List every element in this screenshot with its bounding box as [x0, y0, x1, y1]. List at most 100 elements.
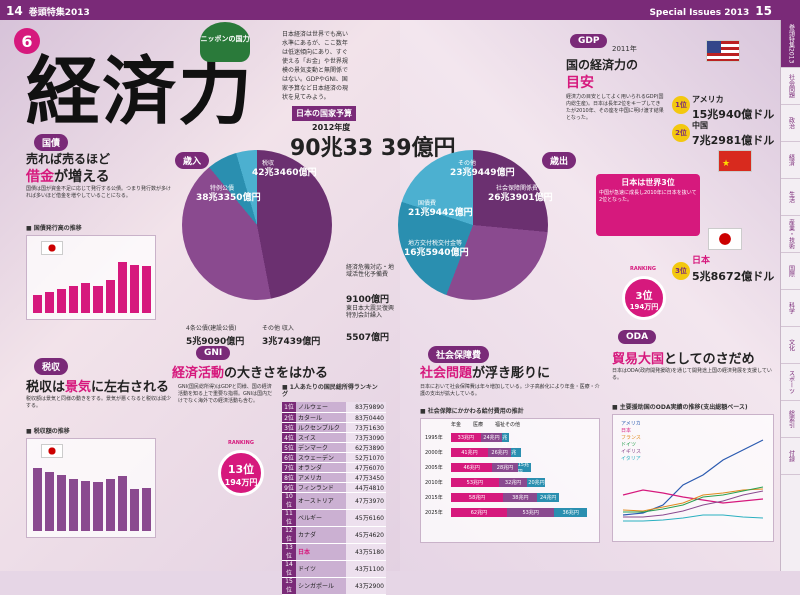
- ranking-country: スイス: [296, 432, 346, 443]
- ranking-value: 52万1070: [346, 452, 386, 463]
- social-segment: 53兆円: [451, 478, 499, 487]
- debt-value: 21兆9442億円: [408, 208, 473, 218]
- section-title-right: Special Issues 2013: [649, 8, 750, 18]
- legend-item: フランス: [621, 435, 641, 441]
- bonds-headline: 売れば売るほど: [26, 150, 110, 167]
- tax-chart-title: ■ 税収額の推移: [26, 428, 70, 435]
- rank-2-value: 7兆2981億ドル: [692, 134, 775, 147]
- page-number-right: 15: [755, 4, 772, 18]
- chapter-tab[interactable]: 総索引: [781, 401, 800, 438]
- callout-body: 中国が急速に成長し2010年に日本を抜いて2位となった。: [599, 190, 697, 203]
- chapter-tab[interactable]: 経済: [781, 142, 800, 179]
- bonds-badge: 国債: [34, 134, 69, 151]
- chapter-tab[interactable]: 生活: [781, 179, 800, 216]
- section-number: 6: [14, 28, 40, 54]
- ranking-row: 3位 ルクセンブルク 73万1630: [282, 422, 386, 433]
- social-legend: 年金 医療 福祉その他: [451, 421, 520, 428]
- bonds-headline-emph: 借金: [26, 169, 54, 185]
- chapter-index: 巻頭特集2013 社会問題 政治 経済 生活 産業・技術 国際 科学 文化 スポ…: [780, 20, 800, 571]
- ranking-country: オランダ: [296, 462, 346, 473]
- ranking-country: オーストリア: [296, 492, 346, 510]
- chapter-tab[interactable]: 産業・技術: [781, 216, 800, 253]
- rank-2-country: 中国: [692, 121, 708, 130]
- gni-headline-2: の大きさをはかる: [224, 366, 329, 381]
- ranking-value: 47万3970: [346, 492, 386, 510]
- social-row: 1995年 33兆円 24兆円 8兆円: [425, 428, 595, 448]
- social-row: 2000年 41兆円 26兆円 11兆円: [425, 443, 595, 463]
- construction-bond-value: 5兆9090億円: [186, 337, 245, 347]
- china-flag-icon: ★: [718, 150, 752, 172]
- legend-item: 日本: [621, 428, 632, 434]
- social-segment: 36兆円: [554, 508, 587, 517]
- usa-flag-icon: [706, 40, 740, 62]
- social-segment: 24兆円: [480, 433, 503, 442]
- chapter-tab[interactable]: 巻頭特集2013: [781, 20, 800, 68]
- other-revenue-label: その他 収入: [262, 325, 294, 332]
- social-headline: 社会問題が浮き彫りに: [420, 362, 550, 381]
- oda-chart: アメリカ 日本 フランス ドイツ イギリス イタリア: [612, 414, 774, 542]
- chapter-tab[interactable]: 科学: [781, 290, 800, 327]
- ranking-row: 15位 シンガポール 43万2900: [282, 577, 386, 595]
- ranking-country: ルクセンブルク: [296, 422, 346, 433]
- oda-headline: 貿易大国としてのさだめ: [612, 348, 755, 367]
- social-bar: 33兆円 24兆円 8兆円: [451, 428, 510, 448]
- rank-1-medal: 1位: [672, 96, 690, 114]
- social-segment: 33兆円: [451, 433, 481, 442]
- social-segment: 32兆円: [498, 478, 528, 487]
- ranking-row: 9位 フィンランド 44万4810: [282, 482, 386, 493]
- social-segment: 20兆円: [527, 478, 546, 487]
- intro-text: 日本経済は世界でも高い水準にあるが、ここ数年は低迷傾向にあり、すぐ使える「お金」…: [282, 31, 349, 101]
- construction-bond-label: 4条公債(建設公債): [186, 325, 237, 332]
- legend-item: 年金: [451, 422, 462, 428]
- ranking-position: 15位: [282, 577, 296, 595]
- chapter-tab[interactable]: 社会問題: [781, 68, 800, 105]
- chapter-tab[interactable]: 国際: [781, 253, 800, 290]
- japan-flag-icon: [41, 444, 63, 458]
- chapter-tab[interactable]: 付録: [781, 438, 800, 475]
- social-exp-value: 26兆3901億円: [488, 193, 553, 203]
- tax-value: 42兆3460億円: [252, 168, 317, 178]
- tax-chart: [26, 438, 156, 538]
- ranking-row: 10位 オーストリア 47万3970: [282, 492, 386, 510]
- special-bond-label: 特例公債: [210, 185, 235, 192]
- ranking-row: 11位 ベルギー 45万6160: [282, 509, 386, 527]
- legend-item: 福祉その他: [495, 422, 521, 428]
- social-badge: 社会保障費: [428, 346, 490, 363]
- social-segment: 8兆円: [502, 428, 510, 448]
- social-rows: 1995年 33兆円 24兆円 8兆円 2000年 41兆円 26兆円 11兆円 2005年 46…: [425, 428, 595, 517]
- reserve-value: 9100億円: [346, 295, 390, 305]
- chapter-tab[interactable]: スポーツ: [781, 364, 800, 401]
- social-row: 2015年 58兆円 38兆円 24兆円: [425, 493, 595, 502]
- ranking-value: 62万3890: [346, 442, 386, 453]
- gni-ranking-table: 1位 ノルウェー 83万9890 2位 カタール 83万0440 3位 ルクセンブルク 73万1…: [282, 402, 386, 595]
- social-segment: 62兆円: [451, 508, 507, 517]
- section-title-left: 巻頭特集2013: [28, 8, 90, 18]
- tax-headline-emph: 景気: [65, 380, 92, 395]
- social-body: 日本において社会保障費は年々増加している。少子高齢化により年金・医療・介護の支出…: [420, 384, 600, 397]
- chapter-tab[interactable]: 政治: [781, 105, 800, 142]
- tax-headline-3: に左右される: [91, 380, 170, 395]
- social-bar: 62兆円 53兆円 36兆円: [451, 508, 587, 517]
- gni-rank-badge: 13位 194万円: [218, 450, 264, 496]
- ranking-position: 7位: [282, 462, 296, 473]
- social-segment: 53兆円: [506, 508, 555, 517]
- rank-1-country: アメリカ: [692, 95, 724, 104]
- ranking-value: 43万5180: [346, 543, 386, 561]
- gdp-year: 2011年: [612, 45, 637, 53]
- nippon-kokuryoku-logo: ニッポンの国力: [200, 22, 250, 62]
- ranking-row: 1位 ノルウェー 83万9890: [282, 402, 386, 413]
- gni-rank: 13位: [227, 463, 255, 476]
- expenditure-pie-chart: [398, 150, 548, 300]
- social-chart: 年金 医療 福祉その他 1995年 33兆円 24兆円 8兆円 2000年 41兆円 26兆円 1…: [420, 418, 600, 543]
- bonds-bars: [33, 253, 151, 313]
- ranking-row: 12位 カナダ 45万4620: [282, 526, 386, 544]
- ranking-value: 45万6160: [346, 509, 386, 527]
- rank-3-country: 日本: [692, 256, 711, 266]
- social-row: 2010年 53兆円 32兆円 20兆円: [425, 478, 595, 487]
- social-exp-label: 社会保障関係費: [496, 185, 539, 192]
- ranking-value: 83万0440: [346, 412, 386, 423]
- social-bar: 58兆円 38兆円 24兆円: [451, 493, 559, 502]
- chapter-tab[interactable]: 文化: [781, 327, 800, 364]
- social-segment: 46兆円: [451, 463, 493, 472]
- ranking-position: 12位: [282, 526, 296, 544]
